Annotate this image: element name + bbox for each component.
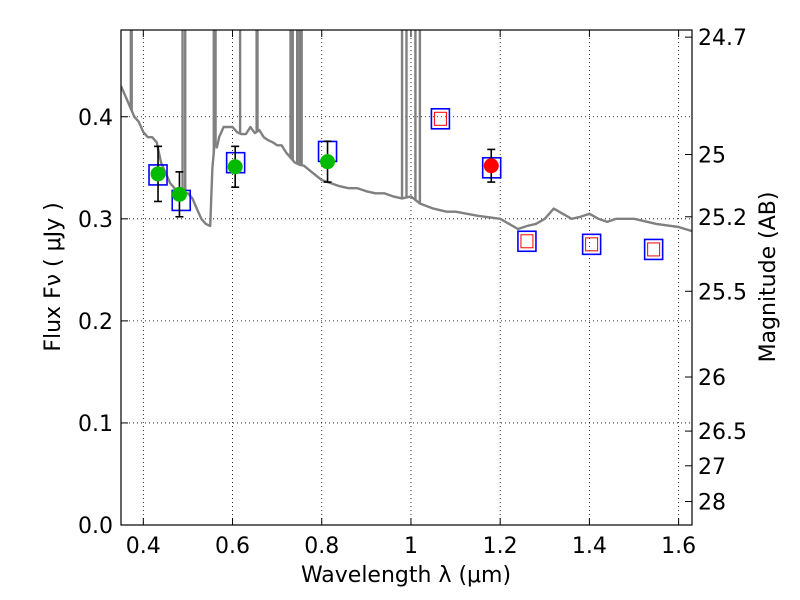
right-axis-label: Magnitude (AB) (756, 192, 781, 363)
model-band-box (581, 233, 602, 256)
green-data-point (320, 154, 336, 170)
upper-limit-box (585, 237, 599, 252)
plot-area (121, 30, 692, 261)
x-tick-label: 0.6 (215, 534, 250, 559)
right-tick-label: 27 (698, 455, 726, 480)
right-axis-ticks: 24.7 25 25.2 25.5 26 26.5 27 28 (685, 26, 747, 516)
grid-lines (121, 30, 692, 526)
y-tick-label: 0.1 (78, 412, 113, 437)
green-data-point (171, 186, 187, 202)
x-axis-ticks: 0.4 0.6 0.8 1 1.2 1.4 1.6 (126, 30, 696, 559)
right-tick-label: 26 (698, 366, 726, 391)
y-axis-ticks: 0.0 0.1 0.2 0.3 0.4 (78, 106, 128, 539)
right-tick-label: 24.7 (698, 26, 747, 51)
model-band-box (430, 107, 451, 130)
x-tick-label: 1.2 (483, 534, 518, 559)
plot-frame (120, 29, 693, 526)
upper-limit-box (520, 234, 534, 249)
y-tick-label: 0.3 (78, 208, 113, 233)
right-tick-label: 28 (698, 491, 726, 516)
upper-limit-box (433, 111, 447, 126)
x-tick-label: 0.4 (126, 534, 161, 559)
y-tick-label: 0.4 (78, 106, 113, 131)
y-axis-label: Flux Fν ( μJy ) (41, 202, 66, 351)
x-tick-label: 1.6 (661, 534, 696, 559)
red-data-point (483, 158, 499, 174)
model-band-box (517, 230, 537, 253)
y-tick-label: 0.0 (78, 514, 113, 539)
right-tick-label: 25.5 (698, 280, 747, 305)
x-tick-label: 0.8 (304, 534, 339, 559)
right-tick-label: 25.2 (698, 206, 747, 231)
right-tick-label: 25 (698, 144, 726, 169)
green-data-point (150, 166, 166, 182)
x-axis-label: Wavelength λ (μm) (301, 563, 511, 588)
x-tick-label: 1 (404, 534, 418, 559)
marker-layer (148, 107, 664, 261)
right-tick-label: 26.5 (698, 420, 747, 445)
upper-limit-box (647, 242, 661, 257)
model-band-box (643, 238, 664, 261)
x-tick-label: 1.4 (572, 534, 607, 559)
y-tick-label: 0.2 (78, 310, 113, 335)
green-data-point (227, 159, 243, 175)
